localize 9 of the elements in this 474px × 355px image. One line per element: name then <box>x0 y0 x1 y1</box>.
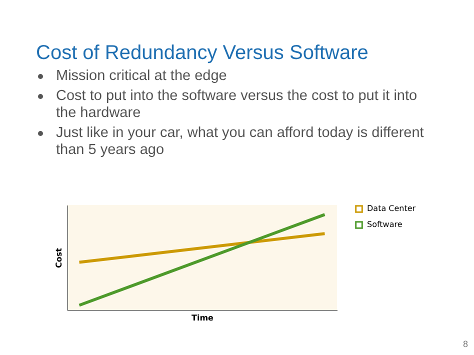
legend-label: Software <box>367 220 402 229</box>
text: 8 <box>462 339 468 349</box>
legend-label: Data Center <box>367 204 416 213</box>
x-axis-title: Time <box>192 314 214 322</box>
chart-title: Cost of Redundancy Versus Software <box>36 42 368 65</box>
text: Just like in your car, what you can afford today is different than 5 years ago <box>55 125 425 159</box>
y-axis-title: Cost <box>54 248 64 268</box>
text: Cost to put into the software versus the cost to put it into the hardware <box>55 88 418 122</box>
text: Mission critical at the edge <box>55 68 228 85</box>
